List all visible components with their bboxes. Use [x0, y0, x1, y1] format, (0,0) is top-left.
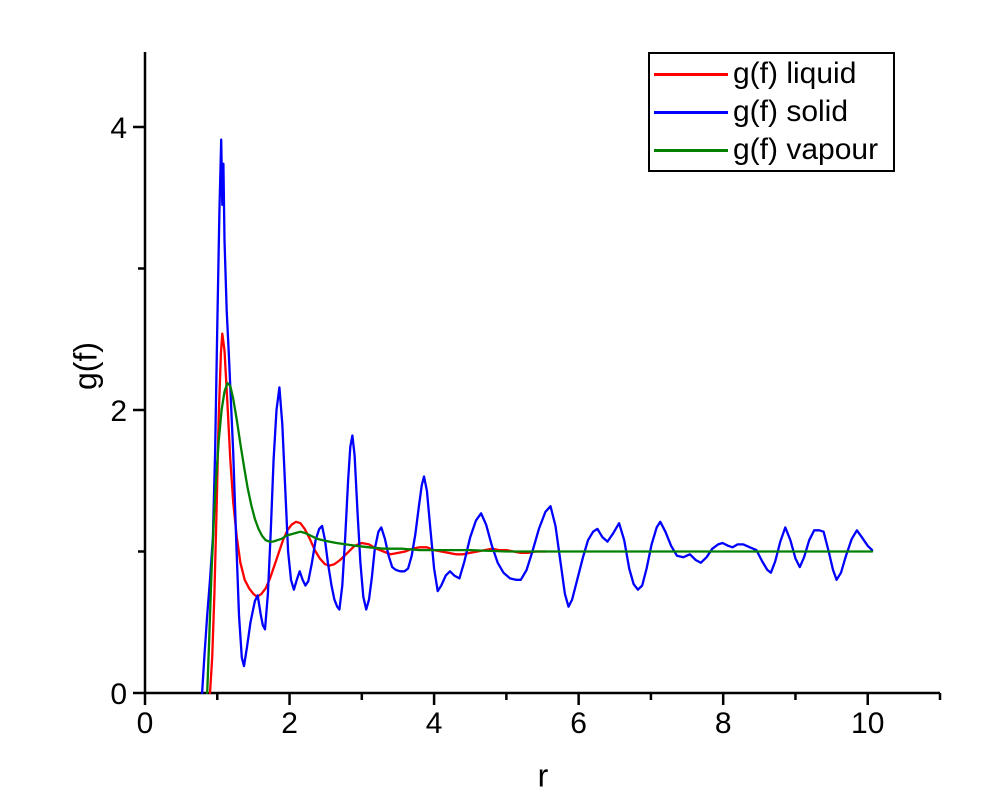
legend: g(f) liquid g(f) solid g(f) vapour [648, 52, 895, 172]
x-tick-label: 8 [715, 707, 732, 740]
legend-label-vapour: g(f) vapour [733, 133, 879, 166]
legend-item-vapour: g(f) vapour [654, 131, 893, 169]
y-tick-label: 0 [110, 678, 127, 711]
x-tick-label: 0 [137, 707, 154, 740]
legend-line-sample-vapour [654, 148, 728, 152]
x-axis-title: r [537, 757, 549, 794]
legend-line-sample-liquid [654, 72, 728, 76]
legend-item-solid: g(f) solid [654, 93, 893, 131]
y-axis-title: g(f) [67, 342, 104, 390]
curve-vapour [206, 381, 874, 695]
legend-line-sample-solid [654, 110, 728, 114]
curve-solid [200, 138, 874, 695]
x-tick-label: 6 [570, 707, 587, 740]
legend-item-liquid: g(f) liquid [654, 55, 893, 93]
legend-label-solid: g(f) solid [733, 95, 849, 128]
x-tick-label: 10 [851, 707, 884, 740]
y-tick-label: 2 [110, 395, 127, 428]
legend-label-liquid: g(f) liquid [733, 57, 857, 90]
x-tick-label: 2 [281, 707, 298, 740]
y-tick-label: 4 [110, 112, 127, 145]
x-tick-label: 4 [426, 707, 443, 740]
curve-liquid [208, 332, 548, 695]
